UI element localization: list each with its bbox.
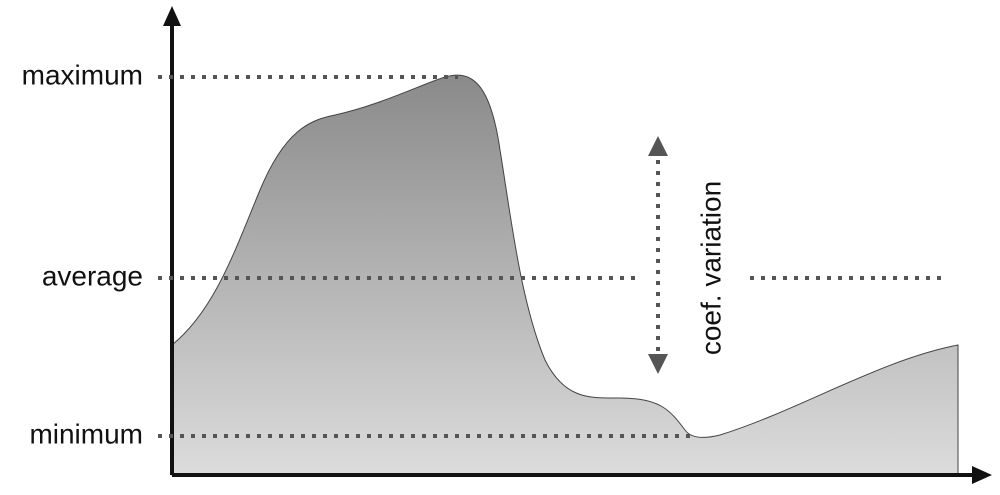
area bbox=[171, 74, 959, 476]
label: maximum bbox=[22, 59, 143, 90]
label: minimum bbox=[29, 418, 143, 449]
arrow-head bbox=[648, 354, 668, 374]
arrow-head bbox=[648, 136, 668, 156]
label: average bbox=[42, 260, 143, 291]
label: coef. variation bbox=[695, 181, 726, 355]
axes bbox=[163, 6, 992, 484]
